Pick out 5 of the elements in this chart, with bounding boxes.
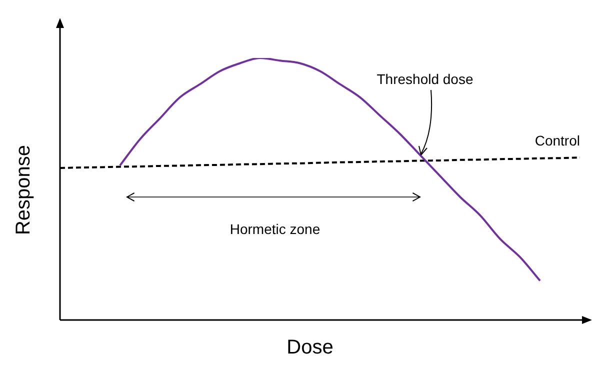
- y-axis-title: Response: [12, 144, 35, 236]
- x-axis-title: Dose: [286, 336, 334, 359]
- annotation: Threshold dose: [376, 70, 474, 87]
- annotation: Hormetic zone: [230, 220, 320, 237]
- series-label: Control: [534, 132, 580, 148]
